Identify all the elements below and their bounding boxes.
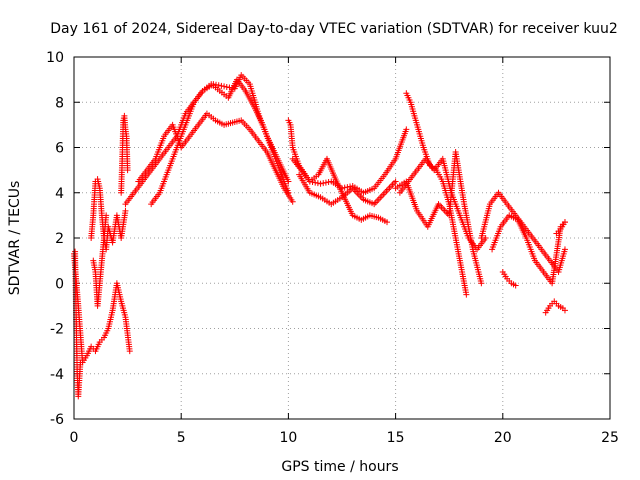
data-point [317, 180, 324, 187]
x-tick-label: 10 [279, 430, 297, 446]
y-tick-label: -4 [50, 367, 64, 383]
chart-title: Day 161 of 2024, Sidereal Day-to-day VTE… [50, 21, 618, 37]
x-tick-label: 20 [494, 430, 512, 446]
x-tick-label: 15 [387, 430, 405, 446]
series-arc-rise-b [90, 212, 110, 309]
data-point [392, 178, 399, 185]
data-point [478, 280, 485, 287]
data-point-fill [213, 81, 220, 88]
data-point-fill [344, 184, 351, 191]
series-arc-mid-3 [296, 171, 399, 208]
data-point-fill [320, 180, 327, 187]
series-arc-main-1 [122, 72, 292, 208]
data-point [285, 189, 292, 196]
data-point [126, 348, 133, 355]
x-tick-label: 0 [70, 430, 79, 446]
data-point-fill [223, 83, 230, 90]
data-point-fill [314, 180, 321, 187]
y-tick-label: -2 [50, 322, 64, 338]
data-point [403, 126, 410, 133]
series-arc-main-2 [135, 110, 296, 205]
data-points [71, 72, 568, 400]
data-point-fill [215, 82, 222, 89]
grid [74, 57, 610, 419]
series-arc-spike-2 [118, 112, 131, 196]
series-arc-early-spike [72, 248, 84, 400]
data-point [561, 307, 568, 314]
series-arc-end-2 [489, 212, 568, 287]
data-point [289, 198, 296, 205]
data-point [512, 282, 519, 289]
series-arc-mid-2 [289, 155, 391, 226]
series-arc-end-3 [499, 268, 519, 289]
series-arc-late-3 [392, 149, 485, 287]
data-point [103, 212, 110, 219]
series-arc-rise-a [88, 176, 129, 253]
data-point-fill [218, 82, 225, 89]
x-tick-label: 5 [177, 430, 186, 446]
data-point-fill [341, 184, 348, 191]
data-point-fill [325, 179, 332, 186]
y-tick-label: 4 [55, 186, 64, 202]
x-tick-label: 25 [601, 430, 619, 446]
data-point-fill [322, 179, 329, 186]
axes-ticks: 0 5 10 15 20 25 -6 -4 -2 0 2 4 6 8 10 [46, 50, 619, 446]
data-point [124, 167, 131, 174]
plot-frame [73, 56, 611, 420]
data-point [561, 219, 568, 226]
y-tick-label: 6 [55, 141, 64, 157]
series-arc-end-1 [478, 189, 568, 275]
data-point [221, 83, 228, 90]
series-arc-end-4 [542, 298, 568, 316]
data-point [463, 291, 470, 298]
y-tick-label: -6 [50, 412, 64, 428]
y-tick-label: 0 [55, 276, 64, 292]
data-point [77, 359, 84, 366]
y-tick-label: 10 [46, 50, 64, 66]
series-arc-main-3 [148, 76, 292, 208]
data-point [561, 246, 568, 253]
y-axis-label: SDTVAR / TECUs [7, 181, 23, 296]
data-point [122, 207, 129, 214]
data-point [384, 219, 391, 226]
y-tick-label: 8 [55, 95, 64, 111]
y-tick-label: 2 [55, 231, 64, 247]
series-arc-end-5 [553, 219, 568, 237]
data-point-fill [312, 179, 319, 186]
x-axis-label: GPS time / hours [281, 459, 398, 475]
